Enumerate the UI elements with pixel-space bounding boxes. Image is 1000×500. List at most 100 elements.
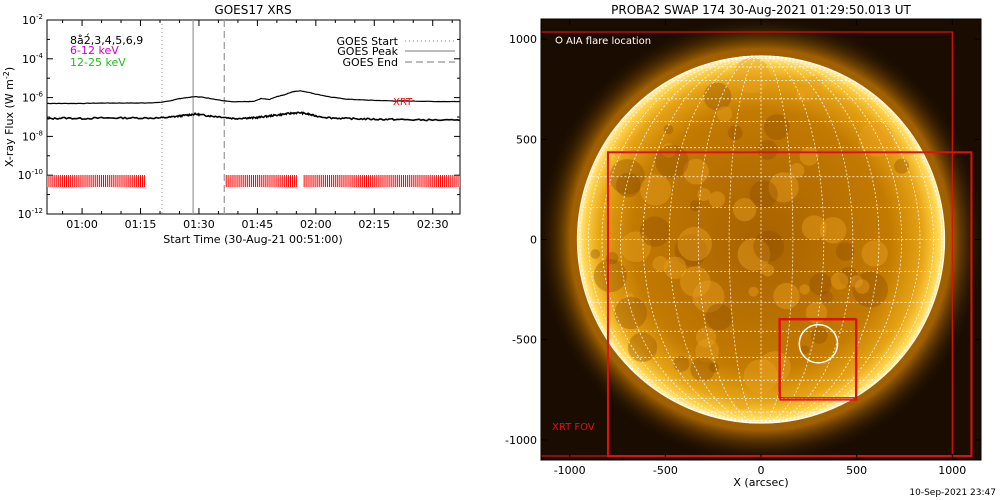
goes-x-tick-label: 01:45 [242,218,274,231]
solar-feature [735,393,752,410]
solar-feature [810,327,828,344]
solar-feature [761,263,775,277]
xrt-label: XRT [393,97,413,108]
solar-feature [733,197,757,222]
goes-series-long [47,90,460,105]
solar-feature [795,90,806,100]
goes-y-tick-label: 10-10 [18,168,43,182]
longitude-line [697,55,762,424]
solar-feature [733,57,770,94]
solar-feature [593,259,627,293]
xrt-observation-bars [47,175,460,188]
legend-aia-flare-location: AIA flare location [566,36,651,47]
goes-y-tick-label: 10-4 [22,52,44,66]
longitude-line [760,55,854,424]
flare-box [779,318,858,401]
solar-feature [800,345,810,354]
solar-feature [809,272,832,296]
longitude-line [601,55,762,424]
solar-feature [609,159,646,195]
goes-x-ticks: 01:00 01:15 01:30 01:45 02:00 02:15 02:30 [62,20,453,231]
swap-x-ticks: -1000 -500 0 500 1000 [554,19,966,477]
solar-feature [757,139,778,160]
solar-feature [758,351,791,384]
swap-x-tick-label: 1000 [938,464,966,477]
swap-x-tick-label: 500 [846,464,867,477]
solar-feature [640,174,672,206]
solar-feature [641,333,655,347]
solar-feature [835,242,855,261]
solar-feature [614,296,648,330]
swap-x-tick-label: -1000 [554,464,586,477]
solar-feature [590,249,601,259]
xrt-fov-label: XRT FOV [552,422,595,433]
solar-feature [708,191,726,208]
solar-feature [763,114,790,141]
goes-y-axis-label: X-ray Flux (W m-2) [2,67,16,167]
longitude-line [619,55,762,424]
longitude-line [760,55,903,424]
solar-feature [773,282,800,310]
solar-feature [661,143,677,158]
solar-feature [789,163,805,179]
solar-feature [894,158,910,174]
solar-feature [820,290,833,304]
solar-feature [749,180,778,209]
solar-feature [716,106,733,122]
solar-feature [695,338,720,363]
goes-legend-right: GOES Start GOES Peak GOES End [337,35,455,69]
xrt-fov-box [606,151,973,457]
swap-x-axis-label: X (arcsec) [733,476,788,489]
solar-feature [663,124,674,135]
aia-flare-location [798,323,839,364]
goes-x-tick-label: 02:15 [358,218,390,231]
goes-legend-left: 8å2́,3,4,5,6,9 6-12 keV 12-25 keV [70,33,143,69]
solar-feature [854,279,870,294]
solar-feature [695,327,717,348]
legend-bands: 8å2́,3,4,5,6,9 [70,33,143,47]
solar-feature [799,284,810,295]
solar-feature [652,256,669,272]
goes-x-tick-label: 02:30 [417,218,449,231]
solar-feature [838,267,858,287]
solar-feature [830,272,849,290]
longitude-line [668,55,762,424]
swap-y-ticks: 1000 500 0 -500 -1000 [505,33,981,447]
solar-feature [753,230,785,262]
solar-feature [748,286,759,297]
goes-x-tick-label: 01:00 [66,218,98,231]
solar-feature [655,144,689,179]
heliographic-grid [576,55,946,424]
solar-feature [673,355,690,372]
swap-y-tick-label: 1000 [509,33,537,46]
solar-feature [705,303,733,331]
goes-y-tick-label: 10-6 [22,91,44,105]
solar-feature [850,275,863,288]
solar-feature [674,234,708,267]
goes-x-tick-label: 01:30 [183,218,215,231]
solar-feature [858,121,894,157]
goes-y-tick-label: 10-12 [18,207,43,221]
legend-goes-peak: GOES Peak [337,45,398,58]
footer-timestamp: 10-Sep-2021 23:47 [909,488,996,498]
solar-feature [683,158,709,185]
longitude-line [760,55,825,424]
solar-feature [697,187,711,202]
swap-title: PROBA2 SWAP 174 30-Aug-2021 01:29:50.013… [611,3,911,17]
longitude-line [760,55,943,424]
goes-x-tick-label: 01:15 [125,218,157,231]
solar-feature [737,238,771,271]
legend-goes-start: GOES Start [337,35,399,48]
solar-feature [801,215,827,241]
solar-feature [692,280,725,313]
swap-x-tick-label: 0 [758,464,765,477]
goes-x-tick-label: 02:00 [300,218,332,231]
solar-feature [677,226,712,262]
legend-6-12-kev: 6-12 keV [70,44,119,57]
solar-feature [797,85,815,102]
swap-y-tick-label: 500 [516,133,537,146]
legend-flare-marker [555,36,563,44]
solar-feature [690,200,701,212]
goes-y-tick-label: 10-2 [22,13,43,27]
